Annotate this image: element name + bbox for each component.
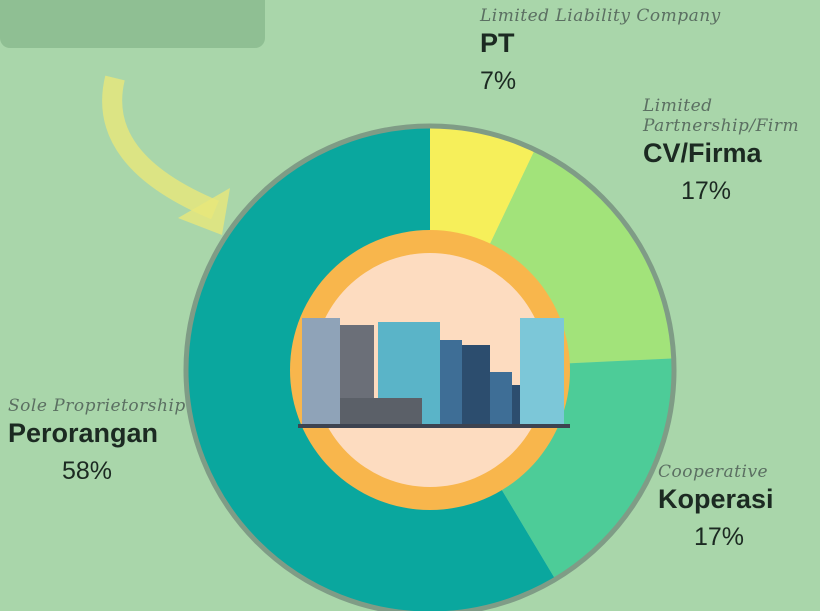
buildings (298, 318, 570, 428)
value-label: 58% (62, 457, 113, 485)
slice-label: Sole Proprietorship Perorangan 58% (8, 396, 208, 486)
slice-label: Cooperative Koperasi 17% (658, 462, 818, 552)
arrow-head (178, 188, 230, 235)
slice-description: Limited Liability Company (480, 6, 721, 26)
slice-description: Sole Proprietorship (8, 396, 186, 416)
value-label: 7% (480, 67, 517, 95)
slice-name: Perorangan (8, 418, 159, 448)
slice-label: Limited Partnership/Firm CV/Firma 17% (643, 96, 818, 206)
outer-ring (183, 123, 677, 611)
slice-name: PT (480, 28, 515, 58)
slice-name: Koperasi (658, 484, 774, 514)
value-label: 17% (681, 177, 732, 205)
slice-description: Limited Partnership/Firm (643, 96, 800, 136)
note-box (0, 0, 265, 48)
arrow (102, 75, 219, 220)
value-label: 17% (694, 523, 745, 551)
slice-label: Limited Liability Company PT 7% (480, 6, 750, 96)
slice-name: CV/Firma (643, 138, 762, 168)
slice-description: Cooperative (658, 462, 769, 482)
